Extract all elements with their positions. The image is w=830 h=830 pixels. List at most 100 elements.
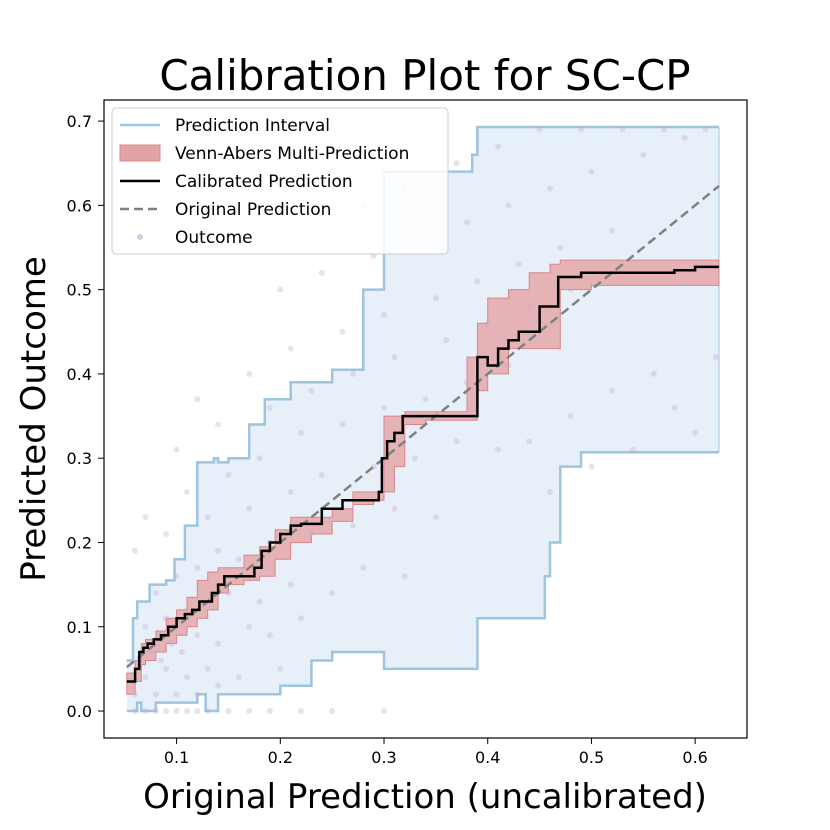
outcome-point [246, 623, 253, 630]
outcome-point [681, 134, 688, 141]
outcome-point [173, 708, 180, 714]
outcome-point [142, 623, 149, 630]
outcome-point [474, 278, 481, 285]
outcome-point [422, 396, 429, 403]
venn-abers-band [126, 259, 720, 695]
outcome-point [339, 421, 346, 428]
outcome-point [246, 708, 253, 714]
outcome-point [215, 682, 222, 689]
outcome-point [443, 337, 450, 344]
outcome-point [650, 370, 657, 377]
calibrated-prediction-layer [126, 265, 719, 683]
plot-area [126, 125, 720, 714]
original-prediction-layer [126, 184, 720, 669]
outcome-point [266, 708, 273, 714]
legend-label: Calibrated Prediction [175, 172, 353, 192]
x-axis-label: Original Prediction (uncalibrated) [143, 777, 707, 817]
outcome-point [495, 446, 502, 453]
outcome-point [173, 691, 180, 698]
x-tick-label: 0.1 [164, 748, 189, 767]
outcome-point [692, 429, 699, 436]
outcome-point [194, 564, 201, 571]
outcome-point [277, 665, 284, 672]
outcome-point [266, 632, 273, 639]
outcome-point [142, 674, 149, 681]
plot-frame [103, 99, 748, 739]
outcome-point [298, 615, 304, 622]
outcome-point [132, 691, 139, 698]
outcome-point [142, 514, 149, 521]
outcome-point [391, 354, 398, 361]
outcome-point [308, 531, 315, 537]
outcome-point [526, 303, 533, 310]
outcome-point [464, 219, 470, 226]
outcome-point [308, 387, 315, 394]
outcome-point [194, 632, 201, 639]
x-tick-label: 0.2 [268, 748, 293, 767]
outcome-point [152, 590, 159, 596]
outcome-point [163, 665, 170, 672]
outcome-point [204, 514, 211, 521]
outcome-point [640, 151, 647, 158]
outcome-point [536, 126, 543, 133]
outcome-point [453, 438, 460, 445]
outcome-point [168, 640, 175, 647]
outcome-point [184, 708, 190, 714]
outcome-point [184, 606, 190, 613]
original-prediction-line [126, 184, 720, 669]
outcome-point [495, 143, 502, 150]
outcome-point [609, 227, 616, 234]
outcome-point [484, 320, 491, 327]
x-tick-label: 0.3 [371, 748, 396, 767]
outcome-point [671, 404, 678, 411]
outcome-point [163, 708, 170, 714]
legend-swatch [137, 234, 143, 240]
outcome-point [215, 547, 222, 554]
outcome-point [391, 505, 398, 512]
outcome-point [661, 126, 667, 133]
outcome-point [204, 708, 211, 714]
legend-label: Prediction Interval [175, 116, 330, 136]
outcome-point [578, 126, 585, 133]
outcome-point [163, 615, 170, 622]
outcome-point [349, 522, 356, 529]
outcome-point [287, 581, 294, 588]
outcome-point [225, 472, 232, 478]
outcome-point [184, 488, 190, 495]
outcome-point [453, 160, 460, 167]
venn-abers-layer [126, 259, 720, 695]
outcome-point [152, 691, 159, 698]
outcome-point [298, 429, 304, 436]
prediction-interval-lower [126, 451, 719, 713]
y-tick-label: 0.2 [67, 533, 92, 552]
outcome-point [256, 455, 263, 462]
outcome-point [215, 421, 222, 428]
outcome-point [287, 488, 294, 495]
outcome-point [702, 126, 709, 133]
outcome-point [547, 185, 553, 192]
outcome-point [329, 590, 336, 596]
outcome-point [158, 657, 164, 664]
outcome-point [147, 649, 154, 655]
legend-label: Original Prediction [175, 200, 331, 220]
outcome-point [194, 396, 201, 403]
outcome-point [215, 640, 222, 647]
outcome-point [266, 404, 273, 411]
outcome-point [712, 354, 719, 361]
outcome-point [235, 556, 242, 563]
outcome-point [526, 438, 533, 445]
outcome-point [163, 531, 170, 537]
y-tick-label: 0.3 [67, 449, 92, 468]
outcome-point [619, 126, 626, 133]
outcome-point [588, 168, 595, 175]
outcome-point [152, 708, 159, 714]
outcome-point [515, 261, 522, 268]
y-tick-label: 0.7 [67, 112, 92, 131]
outcome-point [339, 328, 346, 335]
x-tick-label: 0.4 [475, 748, 500, 767]
outcome-point [246, 370, 253, 377]
y-axis-label: Predicted Outcome [14, 256, 54, 582]
chart-title: Calibration Plot for SC-CP [159, 51, 690, 100]
outcome-point [277, 286, 284, 293]
